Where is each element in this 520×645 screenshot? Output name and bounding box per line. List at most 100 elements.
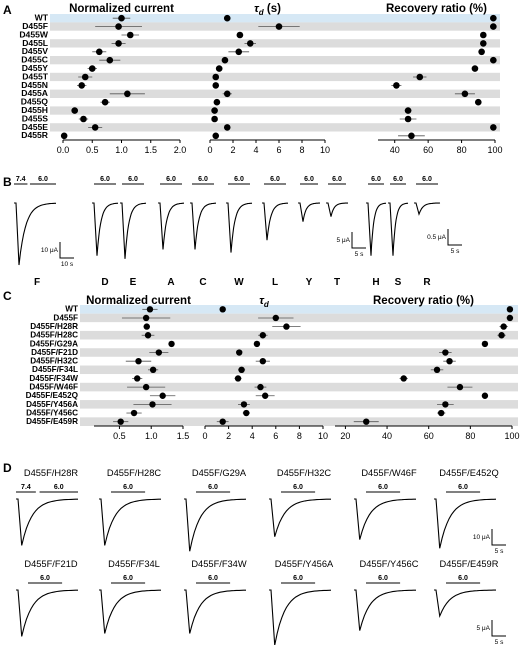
data-point <box>275 23 283 30</box>
data-point <box>490 14 497 22</box>
protocol-label: 6.0 <box>234 176 244 183</box>
data-point <box>211 107 218 114</box>
data-point <box>159 392 166 399</box>
x-tick-label: 60 <box>423 145 433 155</box>
data-point <box>88 65 96 72</box>
row-band <box>50 123 500 132</box>
data-point <box>272 314 279 322</box>
row-band <box>50 89 500 98</box>
row-band <box>50 47 500 56</box>
protocol-label: 6.0 <box>378 484 388 491</box>
data-point <box>490 124 497 131</box>
data-point <box>223 90 231 98</box>
data-point <box>506 314 514 322</box>
x-tick-label: 0 <box>202 431 207 441</box>
data-point <box>215 65 223 72</box>
protocol-label: 6.0 <box>304 176 314 183</box>
current-trace <box>226 202 253 253</box>
current-trace <box>190 202 216 250</box>
current-trace <box>354 498 416 540</box>
data-point <box>261 392 269 399</box>
category-label: D455R <box>21 130 49 140</box>
category-label: D455F <box>53 313 78 322</box>
x-tick-label: 80 <box>457 145 467 155</box>
subplot-title: Recovery ratio (%) <box>373 295 474 307</box>
x-tick-label: 0.5 <box>86 145 99 155</box>
data-point <box>442 349 449 356</box>
data-point <box>142 383 150 391</box>
data-point <box>490 56 497 64</box>
data-point <box>490 23 497 30</box>
category-label: D455V <box>22 46 49 56</box>
row-band <box>80 382 518 392</box>
panel-letter-B: B <box>3 175 12 189</box>
scale-bar-amplitude: 5 μA <box>476 625 490 632</box>
data-point <box>408 132 415 140</box>
x-tick-label: 4 <box>250 431 255 441</box>
data-point <box>474 98 482 106</box>
x-tick-label: 40 <box>382 431 392 441</box>
subplot-title: τd (s) <box>254 3 281 17</box>
data-point <box>259 332 267 339</box>
category-label: D455F/H28C <box>30 331 78 340</box>
protocol-label: 6.0 <box>293 484 303 491</box>
data-point <box>219 418 226 425</box>
panel-letter-D: D <box>3 461 12 475</box>
current-trace <box>120 202 147 259</box>
row-band <box>80 408 518 418</box>
data-point <box>117 418 124 425</box>
trace-label: D455F/Y456C <box>360 559 419 569</box>
subplot-title: Recovery ratio (%) <box>386 3 487 15</box>
trace-label: W <box>234 277 244 288</box>
data-point <box>124 90 131 98</box>
trace-label: T <box>334 277 340 288</box>
protocol-label: 6.0 <box>371 176 381 183</box>
category-label: D455F/E452Q <box>26 391 79 400</box>
x-tick-label: 100 <box>504 431 519 441</box>
trace-label: D455F/E459R <box>440 559 499 569</box>
row-band <box>50 72 500 82</box>
data-point <box>481 392 489 399</box>
data-point <box>480 31 487 39</box>
data-point <box>480 40 487 47</box>
x-tick-label: 0 <box>207 145 212 155</box>
data-point <box>212 82 220 89</box>
protocol-label: 6.0 <box>123 484 133 491</box>
row-band <box>50 114 500 124</box>
x-tick-label: 80 <box>465 431 475 441</box>
data-point <box>283 323 290 330</box>
current-trace <box>434 589 496 619</box>
trace-label: Y <box>306 277 313 288</box>
scale-bar-time: 5 s <box>495 639 504 645</box>
protocol-label: 6.0 <box>123 575 133 582</box>
data-point <box>363 418 370 425</box>
trace-label: D455F/Y456A <box>275 559 334 569</box>
data-point <box>212 73 220 81</box>
x-tick-label: 8 <box>297 431 302 441</box>
data-point <box>146 306 154 313</box>
row-band <box>50 81 500 90</box>
scale-bar <box>491 529 506 546</box>
category-label: D455Q <box>21 97 49 107</box>
protocol-label: 6.0 <box>128 176 138 183</box>
data-point <box>134 375 141 382</box>
data-point <box>404 107 412 114</box>
data-point <box>257 383 264 391</box>
scale-bar-time: 10 s <box>61 261 74 268</box>
x-tick-label: 10 <box>318 431 328 441</box>
current-trace <box>434 498 497 549</box>
protocol-label: 6.0 <box>458 484 468 491</box>
protocol-label: 6.0 <box>332 176 342 183</box>
row-band <box>50 30 500 40</box>
data-point <box>115 40 122 47</box>
x-tick-label: 1.5 <box>144 145 157 155</box>
data-point <box>438 409 445 417</box>
scale-bar-time: 5 s <box>355 251 364 258</box>
current-trace <box>14 202 56 266</box>
data-point <box>135 357 142 365</box>
data-point <box>149 366 157 374</box>
category-label: D455S <box>22 113 49 123</box>
x-tick-label: 8 <box>299 145 304 155</box>
trace-label: D455F/H28C <box>107 468 162 478</box>
